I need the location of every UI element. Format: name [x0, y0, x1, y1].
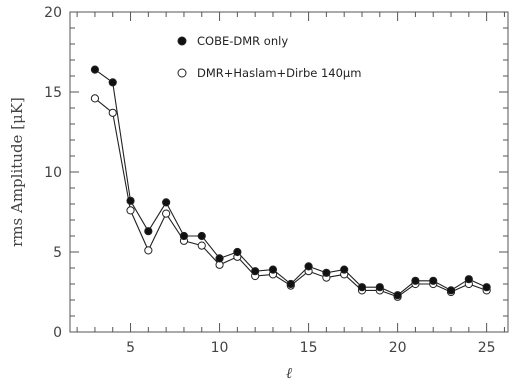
- x-tick-label: 5: [126, 340, 135, 356]
- data-point-filled: [429, 276, 438, 285]
- y-axis-label: rms Amplitude [μK]: [8, 97, 26, 247]
- legend-label-cobe-dmr: COBE-DMR only: [197, 34, 288, 48]
- legend: COBE-DMR only DMR+Haslam+Dirbe 140μm: [177, 34, 361, 80]
- legend-marker-filled: [177, 36, 187, 46]
- data-point-filled: [162, 198, 171, 207]
- y-tick-label: 15: [44, 85, 62, 101]
- data-point-filled: [251, 267, 260, 276]
- data-series: [90, 65, 491, 301]
- y-tick-label: 20: [44, 5, 62, 21]
- data-point-filled: [375, 283, 384, 292]
- data-point-open: [144, 246, 153, 255]
- x-tick-label: 20: [389, 340, 407, 356]
- x-axis-label: ℓ: [286, 364, 292, 382]
- data-point-filled: [322, 268, 331, 277]
- y-tick-label: 10: [44, 165, 62, 181]
- data-point-filled: [482, 283, 491, 292]
- data-point-filled: [215, 254, 224, 263]
- axis-tick-labels: 5 10 15 20 25 0 5 10 15 20: [44, 5, 495, 356]
- data-point-filled: [268, 265, 278, 274]
- data-point-filled: [304, 262, 313, 271]
- data-point-filled: [179, 231, 189, 241]
- data-point-open: [90, 94, 100, 103]
- x-tick-label: 10: [211, 340, 229, 356]
- data-point-filled: [393, 291, 402, 300]
- series-line-0: [94, 69, 487, 296]
- data-point-filled: [144, 227, 153, 236]
- data-point-filled: [233, 247, 242, 257]
- y-tick-label: 0: [53, 325, 62, 341]
- data-point-filled: [286, 279, 295, 289]
- series-line-1: [94, 97, 487, 298]
- axis-ticks: [70, 11, 508, 333]
- data-point-filled: [108, 78, 117, 87]
- data-point-open: [197, 241, 206, 250]
- x-tick-label: 25: [478, 340, 496, 356]
- data-point-filled: [126, 196, 135, 205]
- legend-marker-open: [177, 68, 187, 78]
- data-point-open: [162, 209, 171, 218]
- data-point-filled: [464, 275, 473, 284]
- data-point-filled: [357, 283, 367, 292]
- data-point-open: [126, 206, 135, 215]
- legend-label-dmr-haslam-dirbe: DMR+Haslam+Dirbe 140μm: [197, 66, 361, 80]
- data-point-filled: [197, 231, 206, 241]
- y-tick-label: 5: [53, 245, 62, 261]
- data-point-filled: [446, 286, 456, 295]
- data-point-filled: [340, 265, 349, 274]
- data-point-filled: [411, 276, 420, 285]
- data-point-open: [108, 108, 117, 117]
- data-point-filled: [90, 65, 100, 74]
- x-tick-label: 15: [300, 340, 318, 356]
